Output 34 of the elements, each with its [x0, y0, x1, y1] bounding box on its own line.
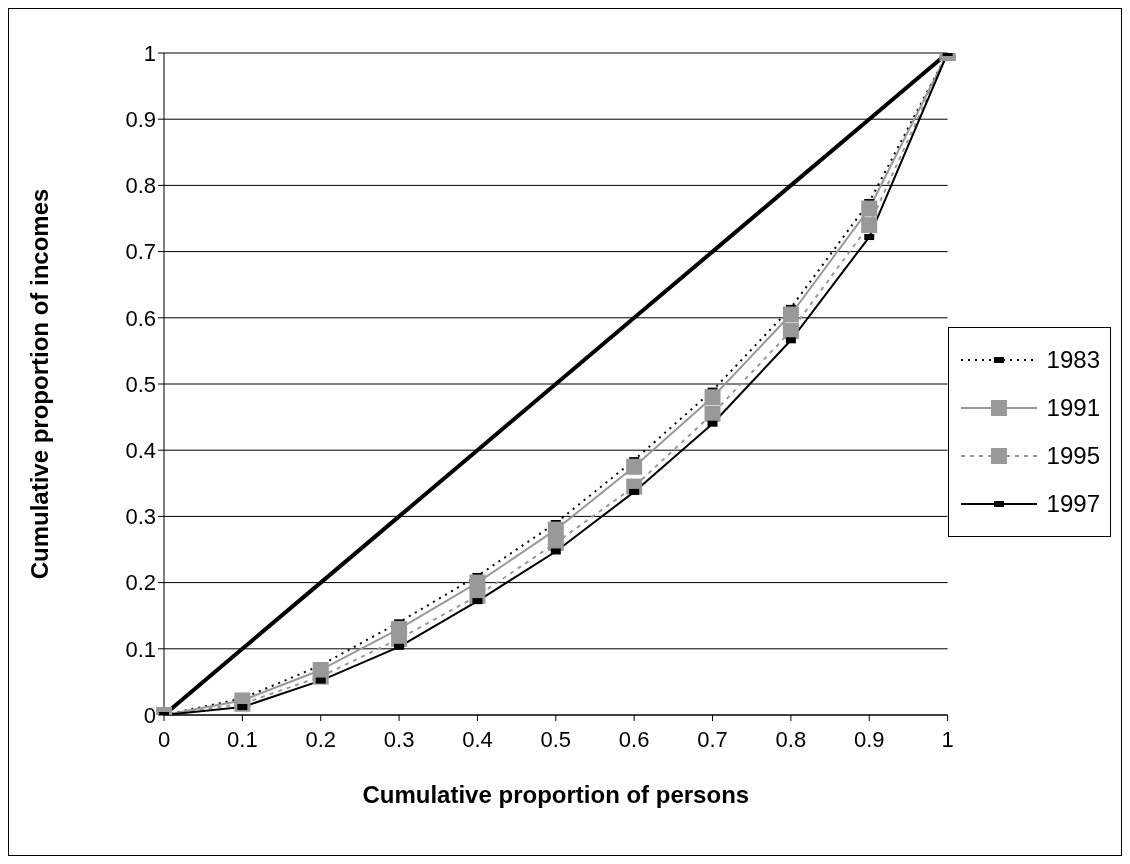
y-tick-label: 0.4 — [125, 438, 156, 464]
x-tick-label: 0.4 — [462, 726, 493, 752]
legend-label: 1997 — [1046, 490, 1100, 518]
point — [861, 217, 878, 234]
y-tick-label: 1 — [143, 40, 156, 66]
point — [704, 389, 721, 406]
x-tick-label: 0.6 — [618, 726, 650, 752]
y-tick-label: 0.9 — [125, 107, 156, 133]
point — [704, 405, 721, 422]
y-tick-label: 0.2 — [125, 570, 156, 596]
point — [782, 323, 799, 340]
legend-label: 1991 — [1046, 394, 1100, 422]
x-tick-label: 0.8 — [775, 726, 807, 752]
x-tick-label: 0.9 — [853, 726, 885, 752]
legend-label: 1983 — [1046, 346, 1100, 374]
x-axis-title: Cumulative proportion of persons — [362, 781, 750, 808]
legend-label: 1995 — [1046, 442, 1100, 470]
point — [782, 306, 799, 323]
y-tick-label: 0.7 — [125, 239, 156, 265]
point — [626, 458, 643, 475]
point — [861, 200, 878, 217]
x-tick-label: 1 — [941, 726, 954, 752]
x-tick-label: 0.1 — [227, 726, 258, 752]
x-tick-label: 0.7 — [697, 726, 728, 752]
x-tick-label: 0.2 — [305, 726, 337, 752]
y-tick-label: 0.5 — [125, 371, 156, 397]
y-tick-label: 0.6 — [125, 305, 156, 331]
x-tick-label: 0.5 — [540, 726, 572, 752]
y-tick-label: 0.8 — [125, 173, 156, 199]
y-tick-label: 0.1 — [125, 636, 156, 662]
y-axis-title: Cumulative proportion of incomes — [25, 188, 53, 580]
y-tick-label: 0 — [143, 702, 156, 728]
x-tick-label: 0.3 — [383, 726, 415, 752]
y-tick-label: 0.3 — [125, 504, 156, 530]
